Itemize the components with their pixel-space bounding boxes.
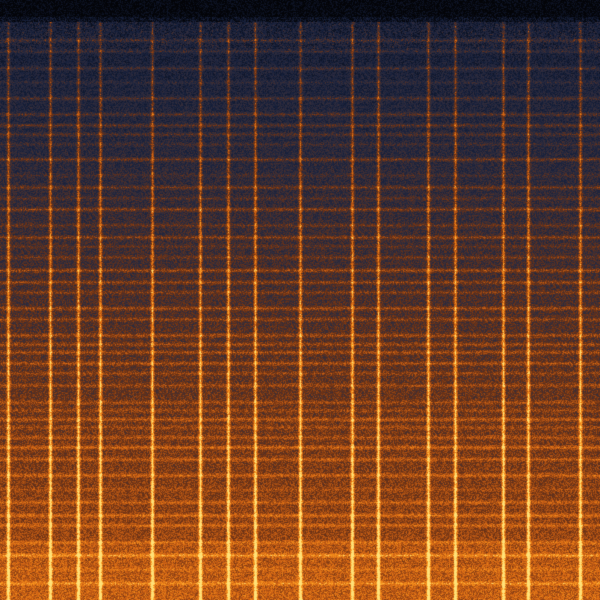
spectrogram-image — [0, 0, 600, 600]
spectrogram-canvas — [0, 0, 600, 600]
